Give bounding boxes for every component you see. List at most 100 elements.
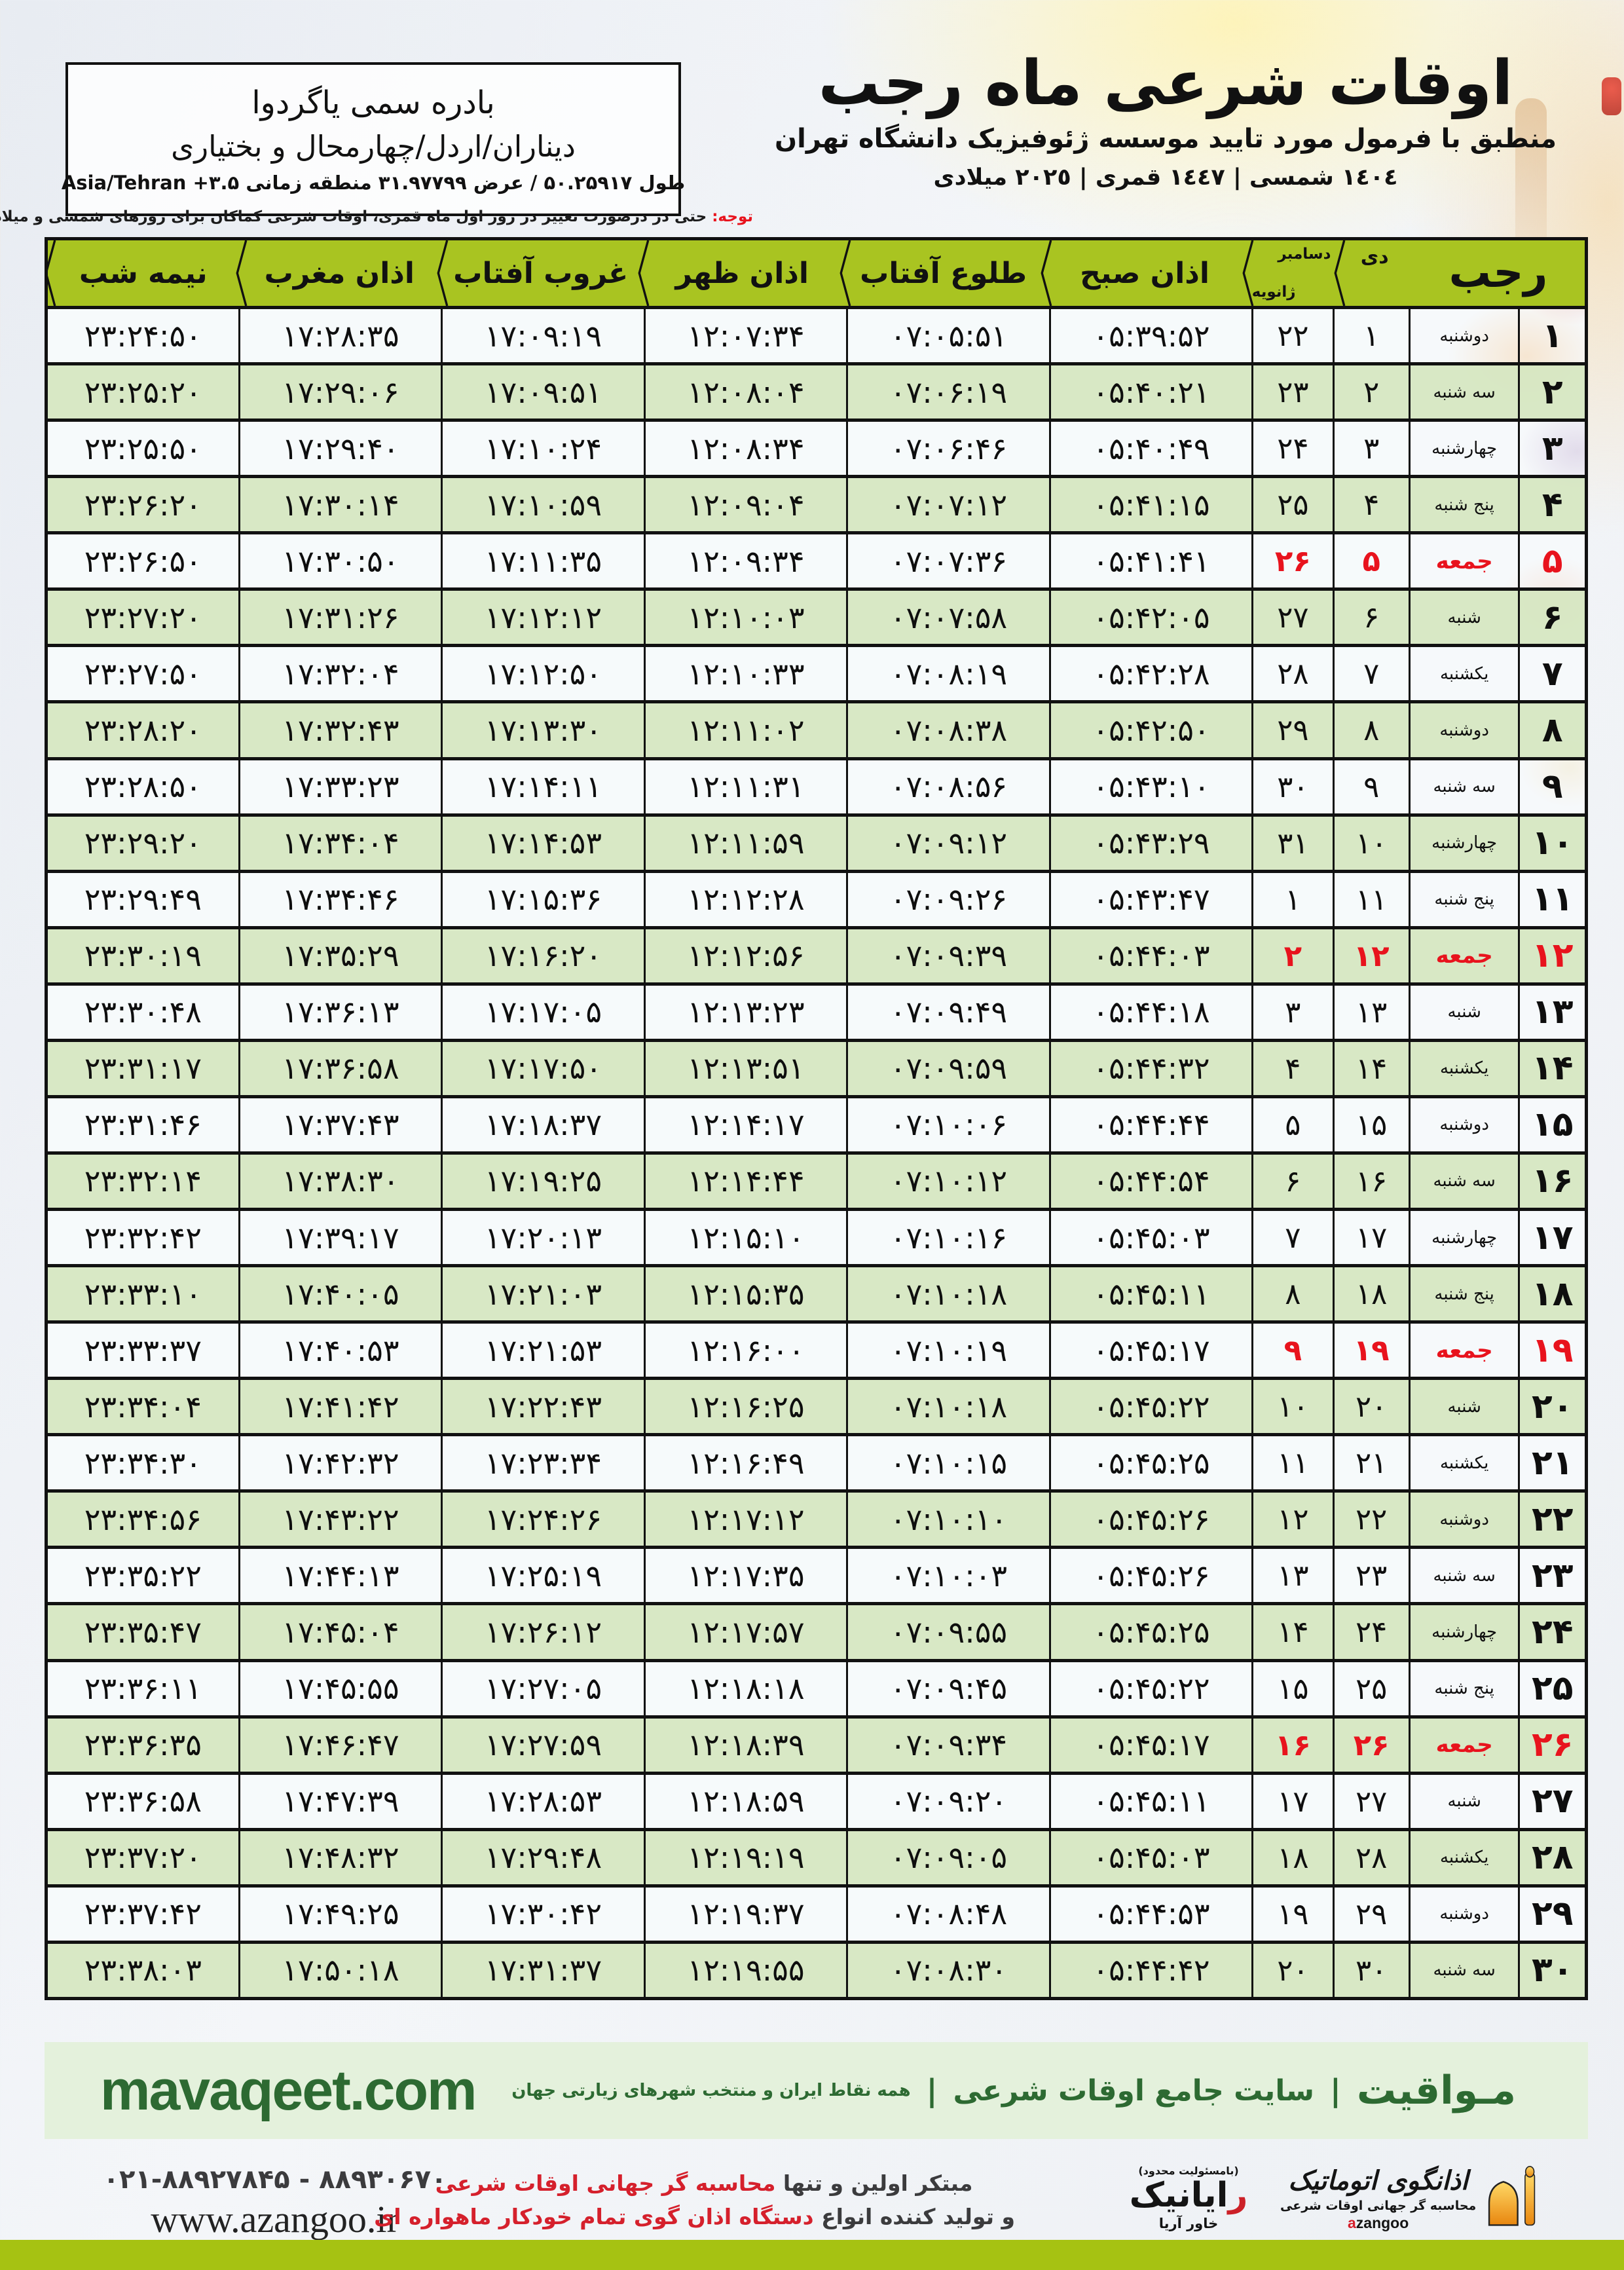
cell-nime: ۲۳:۳۴:۰۴ (47, 1380, 238, 1434)
cell-weekday: دوشنبه (1408, 1493, 1519, 1546)
cell-tolu: ۰۷:۰۸:۱۹ (846, 647, 1049, 701)
cell-dey: ۵ (1332, 534, 1409, 588)
cell-dey: ۱۲ (1332, 929, 1409, 982)
cell-nime: ۲۳:۳۵:۲۲ (47, 1549, 238, 1603)
cell-sobh: ۰۵:۴۵:۱۷ (1048, 1718, 1252, 1772)
cell-sobh: ۰۵:۴۵:۱۷ (1048, 1324, 1252, 1377)
cell-maghreb: ۱۷:۴۹:۲۵ (238, 1887, 441, 1941)
cell-sobh: ۰۵:۳۹:۵۲ (1048, 309, 1252, 363)
cell-nime: ۲۳:۳۴:۵۶ (47, 1493, 238, 1546)
cell-greg: ۶ (1251, 1154, 1333, 1208)
cell-dey: ۴ (1332, 478, 1409, 532)
cell-nime: ۲۳:۳۱:۱۷ (47, 1041, 238, 1095)
cell-greg: ۱ (1251, 872, 1333, 926)
table-row: ۳۰ سه شنبه ۳۰ ۲۰ ۰۵:۴۴:۴۲ ۰۷:۰۸:۳۰ ۱۲:۱۹:۵۵ ۱۷:… (47, 1940, 1585, 1997)
producer-line2-black: و تولید کننده انواع (813, 2204, 1015, 2230)
cell-sobh: ۰۵:۴۴:۳۲ (1048, 1041, 1252, 1095)
cell-nime: ۲۳:۳۱:۴۶ (47, 1098, 238, 1151)
cell-dey: ۲۶ (1332, 1718, 1409, 1772)
notice-label: توجه: (712, 208, 753, 225)
location-region: دیناران/اردل/چهارمحال و بختیاری (171, 129, 576, 164)
cell-ghorub: ۱۷:۱۷:۵۰ (441, 1041, 644, 1095)
cell-tolu: ۰۷:۱۰:۱۸ (846, 1380, 1049, 1434)
cell-greg: ۱۷ (1251, 1774, 1333, 1828)
cell-rajab: ۸ (1518, 703, 1585, 757)
table-header: رجب دی دسامبر ژانویه اذان صبح طلوع آفتاب… (45, 240, 1585, 306)
table-row: ۱۴ یکشنبه ۱۴ ۴ ۰۵:۴۴:۳۲ ۰۷:۰۹:۵۹ ۱۲:۱۳:۵۱ ۱۷:۱۷… (47, 1038, 1585, 1095)
phone-numbers: ۰۲۱-۸۸۹۲۷۸۴۵ - ۸۸۹۳۰۶۷۰ (103, 2165, 447, 2195)
table-row: ۵ جمعه ۵ ۲۶ ۰۵:۴۱:۴۱ ۰۷:۰۷:۳۶ ۱۲:۰۹:۳۴ ۱۷:۱۱:۳۵… (47, 531, 1585, 588)
cell-maghreb: ۱۷:۴۲:۳۲ (238, 1436, 441, 1490)
table-row: ۲۰ شنبه ۲۰ ۱۰ ۰۵:۴۵:۲۲ ۰۷:۱۰:۱۸ ۱۲:۱۶:۲۵ ۱۷:۲۲:… (47, 1377, 1585, 1434)
cell-dey: ۲۷ (1332, 1774, 1409, 1828)
cell-nime: ۲۳:۳۳:۳۷ (47, 1324, 238, 1377)
cell-weekday: شنبه (1408, 591, 1519, 644)
cell-zohr: ۱۲:۱۲:۵۶ (643, 929, 847, 982)
cell-tolu: ۰۷:۱۰:۱۰ (846, 1493, 1049, 1546)
cell-rajab: ۹ (1518, 760, 1585, 813)
header-separator (1334, 240, 1346, 306)
cell-dey: ۹ (1332, 760, 1409, 813)
cell-dey: ۱۳ (1332, 985, 1409, 1039)
cell-weekday: دوشنبه (1408, 1887, 1519, 1941)
cell-ghorub: ۱۷:۱۲:۵۰ (441, 647, 644, 701)
cell-rajab: ۲۴ (1518, 1605, 1585, 1659)
azangoo-latin-name: azangoo (1280, 2214, 1476, 2232)
cell-zohr: ۱۲:۰۸:۰۴ (643, 365, 847, 419)
table-row: ۲۶ جمعه ۲۶ ۱۶ ۰۵:۴۵:۱۷ ۰۷:۰۹:۳۴ ۱۲:۱۸:۳۹ ۱۷:۲۷:… (47, 1715, 1585, 1772)
column-header-midnight-label: نیمه شب (79, 256, 208, 290)
header-separator (236, 240, 247, 306)
cell-greg: ۱۶ (1251, 1718, 1333, 1772)
cell-ghorub: ۱۷:۲۶:۱۲ (441, 1605, 644, 1659)
column-header-dey: دی (1334, 240, 1412, 306)
cell-nime: ۲۳:۲۷:۵۰ (47, 647, 238, 701)
cell-nime: ۲۳:۳۰:۴۸ (47, 985, 238, 1039)
cell-greg: ۱۱ (1251, 1436, 1333, 1490)
cell-sobh: ۰۵:۴۵:۰۳ (1048, 1831, 1252, 1884)
cell-nime: ۲۳:۳۰:۱۹ (47, 929, 238, 982)
cell-greg: ۳ (1251, 985, 1333, 1039)
cell-dey: ۷ (1332, 647, 1409, 701)
website-url: www.azangoo.ir (151, 2198, 399, 2241)
cell-ghorub: ۱۷:۱۲:۱۲ (441, 591, 644, 644)
column-header-maghreb: اذان مغرب (236, 240, 440, 306)
cell-nime: ۲۳:۳۶:۵۸ (47, 1774, 238, 1828)
mavaqeet-persian-group: مـواقیت | سایت جامع اوقات شرعی | همه نقا… (511, 2068, 1516, 2113)
producer-line1-red: محاسبه گر جهانی اوقات شرعی (435, 2170, 776, 2196)
location-coordinates: طول ۵۰.۲۵۹۱۷ / عرض ۳۱.۹۷۷۹۹ منطقه زمانی … (61, 172, 686, 194)
cell-dey: ۲۹ (1332, 1887, 1409, 1941)
cell-greg: ۹ (1251, 1324, 1333, 1377)
cell-ghorub: ۱۷:۲۳:۳۴ (441, 1436, 644, 1490)
cell-zohr: ۱۲:۱۷:۵۷ (643, 1605, 847, 1659)
cell-zohr: ۱۲:۱۱:۳۱ (643, 760, 847, 813)
cell-rajab: ۱۴ (1518, 1041, 1585, 1095)
cell-rajab: ۳ (1518, 422, 1585, 475)
mavaqeet-domain: mavaqeet.com (100, 2058, 477, 2122)
cell-greg: ۲۰ (1251, 1943, 1333, 1997)
rayanik-subname: خاور آریا (1158, 2216, 1219, 2232)
cell-dey: ۲۱ (1332, 1436, 1409, 1490)
table-row: ۲۸ یکشنبه ۲۸ ۱۸ ۰۵:۴۵:۰۳ ۰۷:۰۹:۰۵ ۱۲:۱۹:۱۹ ۱۷:۲… (47, 1827, 1585, 1884)
cell-ghorub: ۱۷:۱۹:۲۵ (441, 1154, 644, 1208)
cell-zohr: ۱۲:۱۰:۰۳ (643, 591, 847, 644)
cell-tolu: ۰۷:۰۸:۳۸ (846, 703, 1049, 757)
cell-dey: ۲۲ (1332, 1493, 1409, 1546)
cell-rajab: ۱۶ (1518, 1154, 1585, 1208)
cell-maghreb: ۱۷:۳۹:۱۷ (238, 1211, 441, 1265)
rayanik-name: رایانیک (1107, 2176, 1270, 2214)
column-header-sunrise-label: طلوع آفتاب (860, 256, 1027, 290)
cell-sobh: ۰۵:۴۴:۴۴ (1048, 1098, 1252, 1151)
cell-maghreb: ۱۷:۴۱:۴۲ (238, 1380, 441, 1434)
page-subtitle: منطبق با فرمول مورد تایید موسسه ژئوفیزیک… (774, 123, 1557, 154)
cell-weekday: جمعه (1408, 1718, 1519, 1772)
cell-maghreb: ۱۷:۳۷:۴۳ (238, 1098, 441, 1151)
cell-weekday: شنبه (1408, 1380, 1519, 1434)
cell-weekday: شنبه (1408, 985, 1519, 1039)
cell-zohr: ۱۲:۱۸:۱۸ (643, 1662, 847, 1715)
cell-rajab: ۱۲ (1518, 929, 1585, 982)
cell-greg: ۱۰ (1251, 1380, 1333, 1434)
cell-rajab: ۲۲ (1518, 1493, 1585, 1546)
cell-maghreb: ۱۷:۳۳:۲۳ (238, 760, 441, 813)
cell-greg: ۱۳ (1251, 1549, 1333, 1603)
cell-rajab: ۲۹ (1518, 1887, 1585, 1941)
